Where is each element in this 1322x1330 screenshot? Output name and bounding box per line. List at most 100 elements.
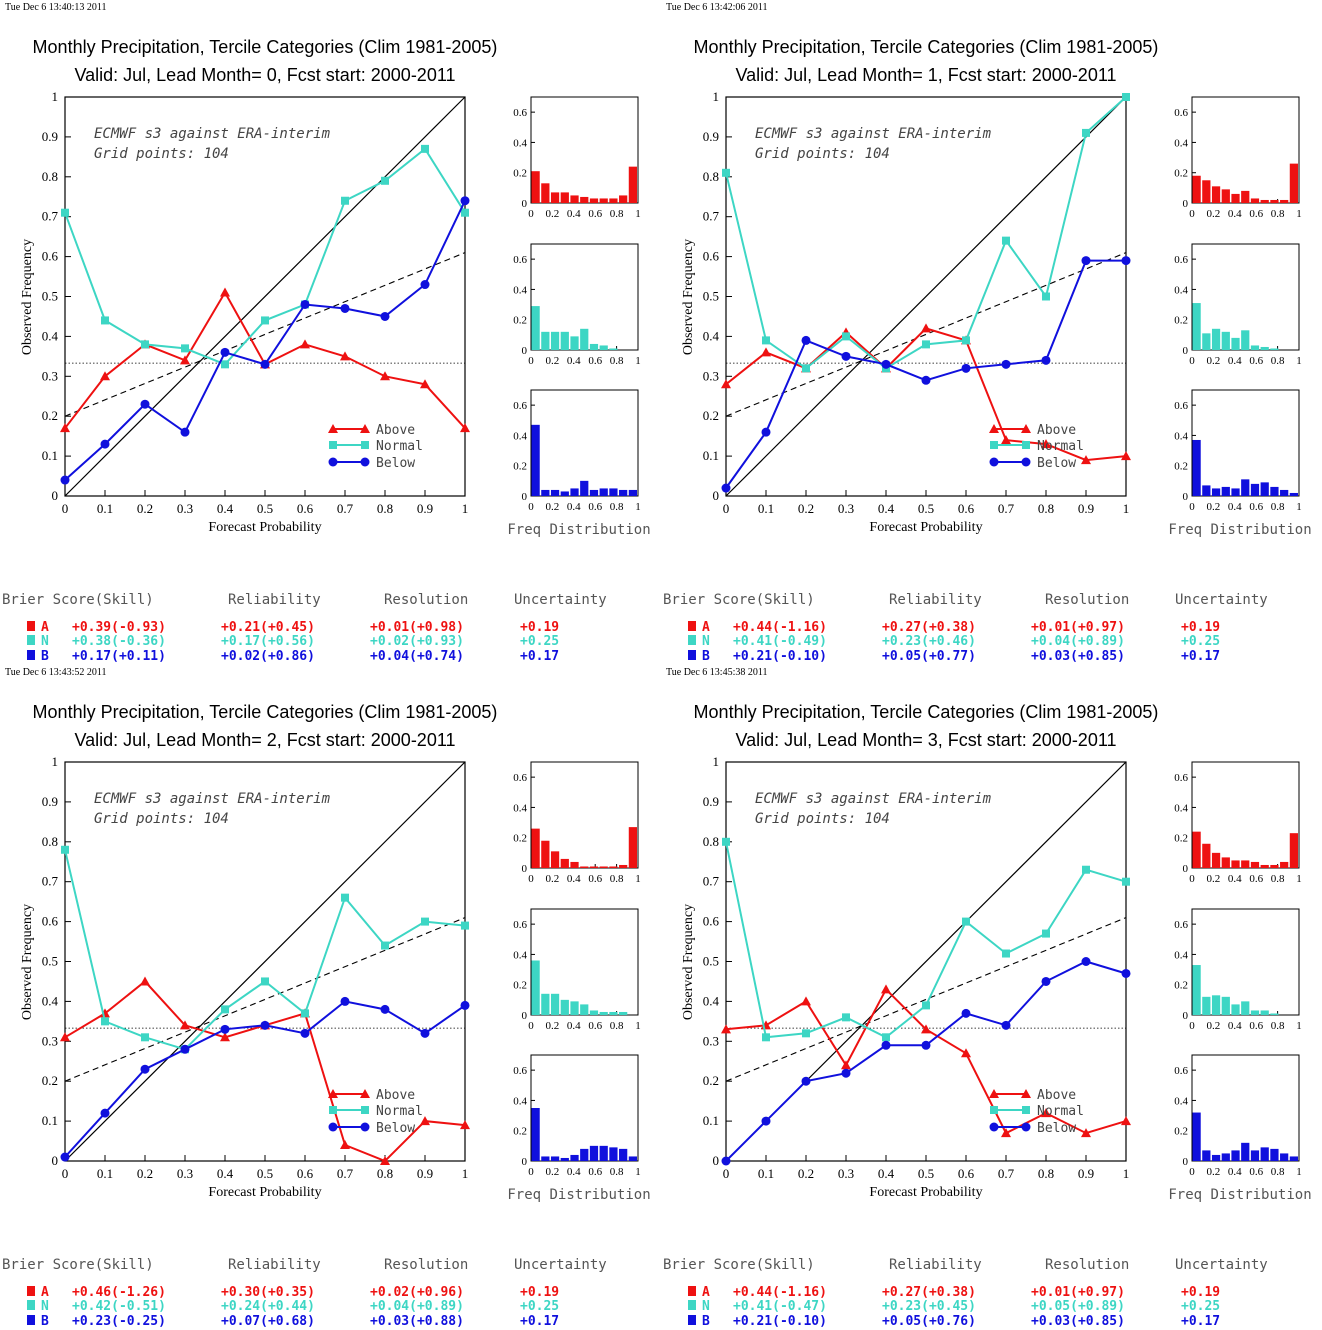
- score-res: +0.04(+0.89): [370, 1299, 464, 1314]
- histogram-bar-below: [1289, 492, 1298, 496]
- score-brier: +0.44(-1.16): [733, 1285, 827, 1300]
- model-note: ECMWF s3 against ERA-interim: [755, 791, 992, 807]
- hist-y-tick: 0.6: [513, 254, 527, 266]
- perfect-reliability-line: [725, 96, 1127, 497]
- x-tick-label: 0: [62, 501, 69, 516]
- y-tick-label: 0.6: [42, 249, 59, 264]
- x-tick-label: 0.7: [998, 1166, 1015, 1181]
- point-normal: [762, 336, 770, 345]
- hist-y-tick: 0.2: [513, 315, 527, 327]
- score-unc: +0.17: [520, 649, 559, 664]
- y-tick-label: 0.8: [42, 169, 58, 184]
- point-normal: [802, 1029, 810, 1038]
- score-res: +0.03(+0.85): [1031, 649, 1125, 664]
- legend-marker: [989, 1122, 999, 1132]
- hist-y-tick: 0: [1183, 863, 1189, 875]
- hist-x-tick: 0.6: [588, 355, 602, 367]
- hist-x-tick: 0: [528, 501, 534, 513]
- point-below: [260, 1020, 270, 1030]
- timestamp: Tue Dec 6 13:42:06 2011: [666, 2, 767, 13]
- point-below: [220, 347, 230, 357]
- histogram-bar-normal: [1211, 328, 1221, 350]
- histogram-bar-below: [1241, 1142, 1250, 1161]
- point-above: [340, 351, 350, 361]
- hist-y-tick: 0.6: [1174, 772, 1188, 784]
- x-tick-label: 0.8: [377, 501, 393, 516]
- histogram-bar-above: [1221, 857, 1230, 868]
- hist-y-tick: 0.2: [1174, 461, 1188, 473]
- x-tick-label: 0: [723, 501, 730, 516]
- x-axis-label: Forecast Probability: [869, 520, 982, 535]
- point-normal: [882, 1033, 890, 1042]
- hist-y-tick: 0.2: [513, 461, 527, 473]
- y-tick-label: 0.5: [703, 954, 719, 969]
- histogram-bar-above: [589, 198, 599, 203]
- legend-marker: [328, 457, 338, 467]
- histogram-bar-below: [1250, 483, 1260, 496]
- legend-label: Below: [376, 1121, 415, 1136]
- y-tick-label: 0.3: [42, 368, 58, 383]
- score-rel: +0.23(+0.46): [882, 634, 976, 649]
- hist-y-tick: 0.2: [513, 1126, 527, 1138]
- timestamp: Tue Dec 6 13:40:13 2011: [5, 2, 106, 13]
- score-header: Brier Score(Skill): [663, 1257, 815, 1273]
- histogram-bar-above: [531, 171, 540, 203]
- legend-label: Above: [1037, 1088, 1076, 1103]
- y-tick-label: 0.9: [42, 794, 58, 809]
- x-tick-label: 0.9: [417, 1166, 433, 1181]
- score-brier: +0.46(-1.26): [72, 1285, 166, 1300]
- legend-marker: [1021, 1089, 1031, 1098]
- histogram-bar-below: [541, 489, 550, 496]
- point-normal: [722, 837, 730, 846]
- histogram-bar-normal: [1231, 1004, 1240, 1015]
- legend-marker: [990, 441, 998, 449]
- y-axis-label: Observed Frequency: [20, 239, 35, 355]
- hist-y-tick: 0.2: [513, 980, 527, 992]
- point-above: [1081, 455, 1091, 465]
- legend-marker: [360, 457, 370, 467]
- score-res: +0.04(+0.74): [370, 649, 464, 664]
- hist-y-tick: 0.4: [513, 284, 527, 296]
- point-below: [1041, 355, 1051, 365]
- point-below: [761, 1116, 771, 1126]
- point-normal: [922, 340, 930, 349]
- x-tick-label: 0.8: [1038, 1166, 1054, 1181]
- point-below: [1121, 968, 1131, 978]
- x-tick-label: 0.9: [1078, 1166, 1094, 1181]
- point-above: [1121, 451, 1131, 461]
- histogram-bar-normal: [589, 343, 599, 350]
- histogram-bar-above: [560, 192, 569, 203]
- y-tick-label: 0.7: [42, 209, 59, 224]
- score-header: Uncertainty: [1175, 1257, 1268, 1273]
- y-tick-label: 0.4: [42, 993, 59, 1008]
- point-below: [801, 335, 811, 345]
- point-above: [841, 1060, 851, 1070]
- histogram-bar-below: [1231, 488, 1240, 496]
- score-unc: +0.17: [1181, 649, 1220, 664]
- x-tick-label: 0.5: [918, 1166, 934, 1181]
- score-category: A: [702, 620, 710, 635]
- histogram-bar-normal: [570, 336, 579, 350]
- model-note: ECMWF s3 against ERA-interim: [755, 126, 992, 142]
- point-normal: [842, 332, 850, 341]
- histogram-bar-below: [560, 1157, 569, 1161]
- histogram-bar-above: [580, 196, 589, 203]
- point-above: [180, 355, 190, 365]
- perfect-reliability-line: [64, 96, 466, 497]
- y-tick-label: 0.5: [42, 954, 58, 969]
- point-normal: [261, 977, 269, 986]
- point-below: [100, 439, 110, 449]
- point-below: [921, 375, 931, 385]
- histogram-bar-below: [531, 1108, 540, 1161]
- point-above: [721, 379, 731, 389]
- hist-y-tick: 0.2: [1174, 980, 1188, 992]
- point-below: [721, 1156, 731, 1166]
- score-category: A: [702, 1285, 710, 1300]
- histogram-bar-below: [1211, 488, 1221, 496]
- no-skill-line: [64, 252, 466, 417]
- score-header: Brier Score(Skill): [2, 1257, 154, 1273]
- histogram-bar-below: [1250, 1150, 1260, 1161]
- point-normal: [1002, 949, 1010, 958]
- histogram-bar-above: [1270, 199, 1279, 203]
- y-tick-label: 0: [52, 488, 59, 503]
